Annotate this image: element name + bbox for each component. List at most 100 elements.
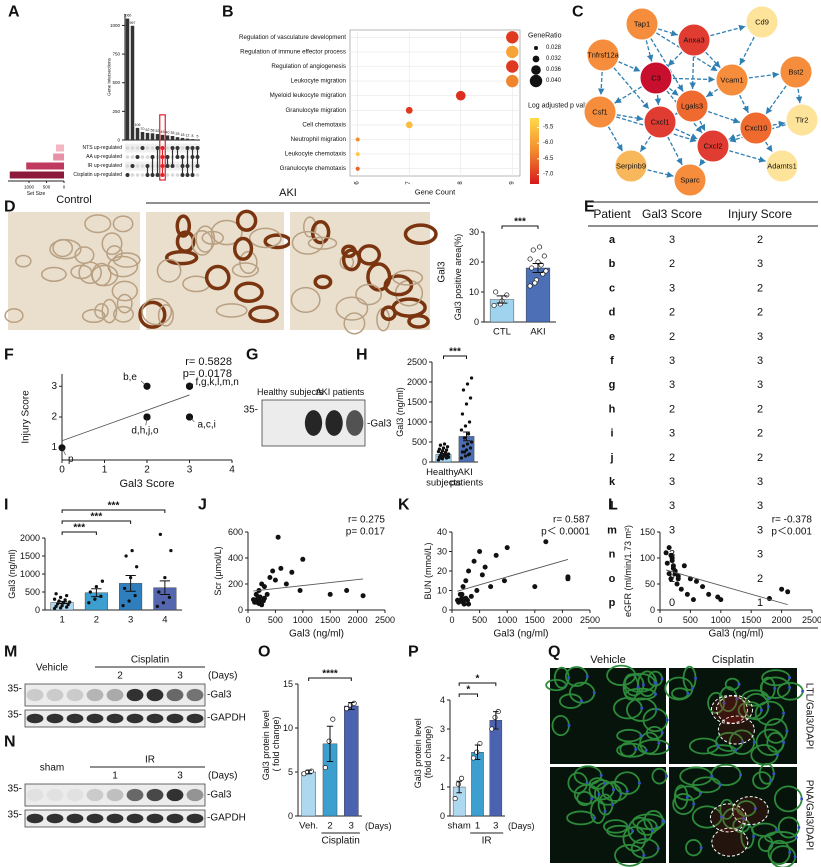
nucleus [690, 687, 694, 691]
stat-label: r= 0.5828 [185, 356, 232, 368]
point-label: a,c,i [198, 420, 216, 431]
error-bar [56, 600, 68, 605]
band-label: -Gal3 [367, 419, 392, 430]
table-cell: 3 [669, 282, 675, 294]
data-point [127, 599, 131, 603]
node-label: Bst2 [788, 68, 803, 77]
data-point [441, 446, 446, 450]
table-cell: 2 [669, 307, 675, 319]
data-point [460, 584, 466, 590]
matrix-dot [125, 173, 130, 177]
data-point [438, 443, 443, 447]
x-tick-label: 1500 [525, 615, 545, 625]
network-edge [710, 24, 746, 37]
legend-title: Log adjusted p value [528, 103, 593, 110]
network-edge [674, 108, 683, 115]
tubule [81, 308, 106, 324]
stat-label: r= 0.275 [348, 515, 385, 526]
matrix-dot [160, 155, 165, 159]
bar [175, 137, 180, 140]
stat-label: p= 0.0178 [183, 368, 232, 380]
data-point [121, 604, 125, 608]
network-edge [795, 88, 803, 104]
label-leader [189, 416, 195, 423]
data-point [133, 593, 137, 598]
legend-size [531, 65, 541, 75]
error-bar [440, 452, 447, 456]
bar [165, 135, 170, 140]
data-point [493, 552, 499, 558]
data-point [501, 578, 507, 584]
data-point [463, 578, 469, 584]
legend-label: 0.032 [546, 56, 562, 62]
term-label: Regulation of vasculature development [239, 34, 346, 41]
blot-band [126, 813, 144, 824]
nucleus [801, 689, 805, 693]
set-tick-label: 500 [43, 185, 51, 190]
bar [185, 138, 190, 140]
dot [405, 106, 413, 114]
network-node [715, 63, 749, 97]
data-point [68, 600, 72, 604]
band-label: -Gal3 [207, 690, 232, 701]
nucleus [597, 792, 601, 796]
error-bar [348, 701, 355, 711]
colorbar-label: -6.0 [543, 140, 554, 146]
data-point [785, 589, 791, 595]
data-point [161, 601, 166, 605]
nucleus [718, 783, 722, 787]
blot-band [186, 813, 204, 824]
blot-band [166, 788, 184, 802]
node-label: Cxcl2 [704, 142, 723, 151]
y-tick-label: 2500 [407, 357, 427, 367]
data-point [54, 604, 58, 609]
tubule [138, 300, 167, 329]
bar [525, 267, 551, 323]
data-point [52, 606, 57, 611]
x-tick-label: Veh. [299, 821, 318, 832]
value-label: 58 [151, 128, 155, 132]
injury-outline [711, 827, 749, 857]
micrograph [8, 212, 140, 330]
nucleus [567, 724, 571, 728]
data-point [482, 564, 488, 570]
node-label: Vcam1 [720, 76, 743, 85]
tubule [101, 232, 123, 256]
unit-label: (Days) [208, 771, 237, 782]
error-bar [125, 574, 136, 592]
blot [24, 683, 206, 707]
tubule [94, 303, 109, 319]
matrix-dot [165, 155, 170, 159]
nucleus [644, 748, 648, 752]
y-axis-label: Gal3 (ng/ml) [395, 387, 405, 437]
network-edge [739, 94, 749, 114]
tubule [313, 274, 333, 290]
node-label: C3 [651, 74, 661, 83]
data-point [439, 456, 444, 461]
micrograph [146, 212, 284, 330]
blot-band [146, 813, 164, 824]
x-tick-label: 6 [355, 181, 361, 185]
lane-group: Healthy subjects [257, 387, 324, 397]
matrix-dot-empty [140, 173, 145, 177]
network-edge [765, 141, 773, 153]
blot-band [186, 713, 204, 724]
y-tick-label: 2 [51, 412, 57, 423]
network-edge [689, 56, 696, 90]
node-label: Csf1 [592, 108, 607, 117]
panel-letter: J [198, 497, 207, 514]
matrix-dot-empty [175, 164, 180, 168]
y-tick-label: 600 [228, 527, 243, 537]
point-label: f,g,k,l,m,n [196, 377, 239, 388]
table-cell: g [609, 379, 616, 391]
nucleus [735, 697, 739, 701]
table-cell: k [609, 476, 616, 488]
bar [170, 135, 175, 140]
data-point [690, 597, 696, 603]
matrix-dot-empty [170, 173, 175, 177]
table-cell: 3 [757, 549, 763, 561]
y-tick-label: 500 [112, 80, 120, 85]
blot-band [126, 688, 144, 702]
bar [489, 720, 503, 817]
tubule [74, 246, 95, 265]
